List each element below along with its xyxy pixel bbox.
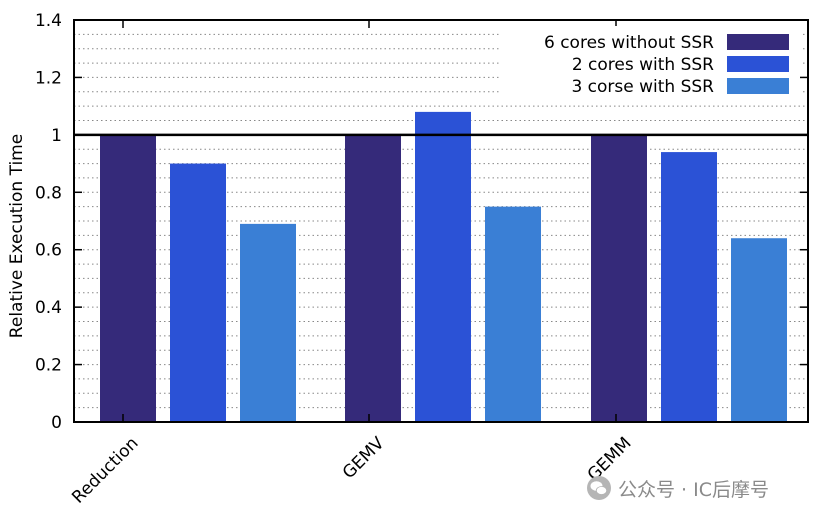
y-tick-label: 1.4 (35, 11, 62, 31)
bar (345, 134, 401, 422)
x-tick-label: Reduction (68, 433, 142, 507)
legend-swatch (727, 78, 789, 94)
bar (731, 238, 787, 422)
y-axis-label: Relative Execution Time (7, 134, 27, 338)
bar (485, 206, 541, 422)
x-tick-label: GEMV (339, 433, 389, 483)
y-tick-label: 0.2 (35, 356, 62, 376)
legend-label: 3 corse with SSR (571, 77, 714, 97)
y-tick-label: 0 (51, 413, 62, 433)
y-tick-label: 0.4 (35, 298, 62, 318)
bar (415, 111, 471, 422)
bar (100, 134, 156, 422)
y-tick-label: 0.6 (35, 241, 62, 261)
bar (240, 223, 296, 422)
bar (661, 152, 717, 423)
legend-swatch (727, 56, 789, 72)
y-tick-label: 0.8 (35, 183, 62, 203)
watermark-text: 公众号 · IC后摩号 (618, 478, 769, 501)
legend-label: 6 cores without SSR (544, 33, 714, 53)
plot-frame (73, 19, 809, 423)
watermark: 公众号 · IC后摩号 (586, 474, 769, 502)
bars (100, 111, 787, 423)
bar (591, 134, 647, 422)
legend-swatch (727, 34, 789, 50)
y-axis-ticks: 0 0.2 0.4 0.6 0.8 1 1.2 1.4 (35, 11, 808, 433)
bar (170, 163, 226, 423)
y-tick-label: 1 (51, 126, 62, 146)
wechat-logo-icon (587, 476, 611, 500)
y-tick-label: 1.2 (35, 68, 62, 88)
legend-label: 2 cores with SSR (572, 55, 714, 75)
